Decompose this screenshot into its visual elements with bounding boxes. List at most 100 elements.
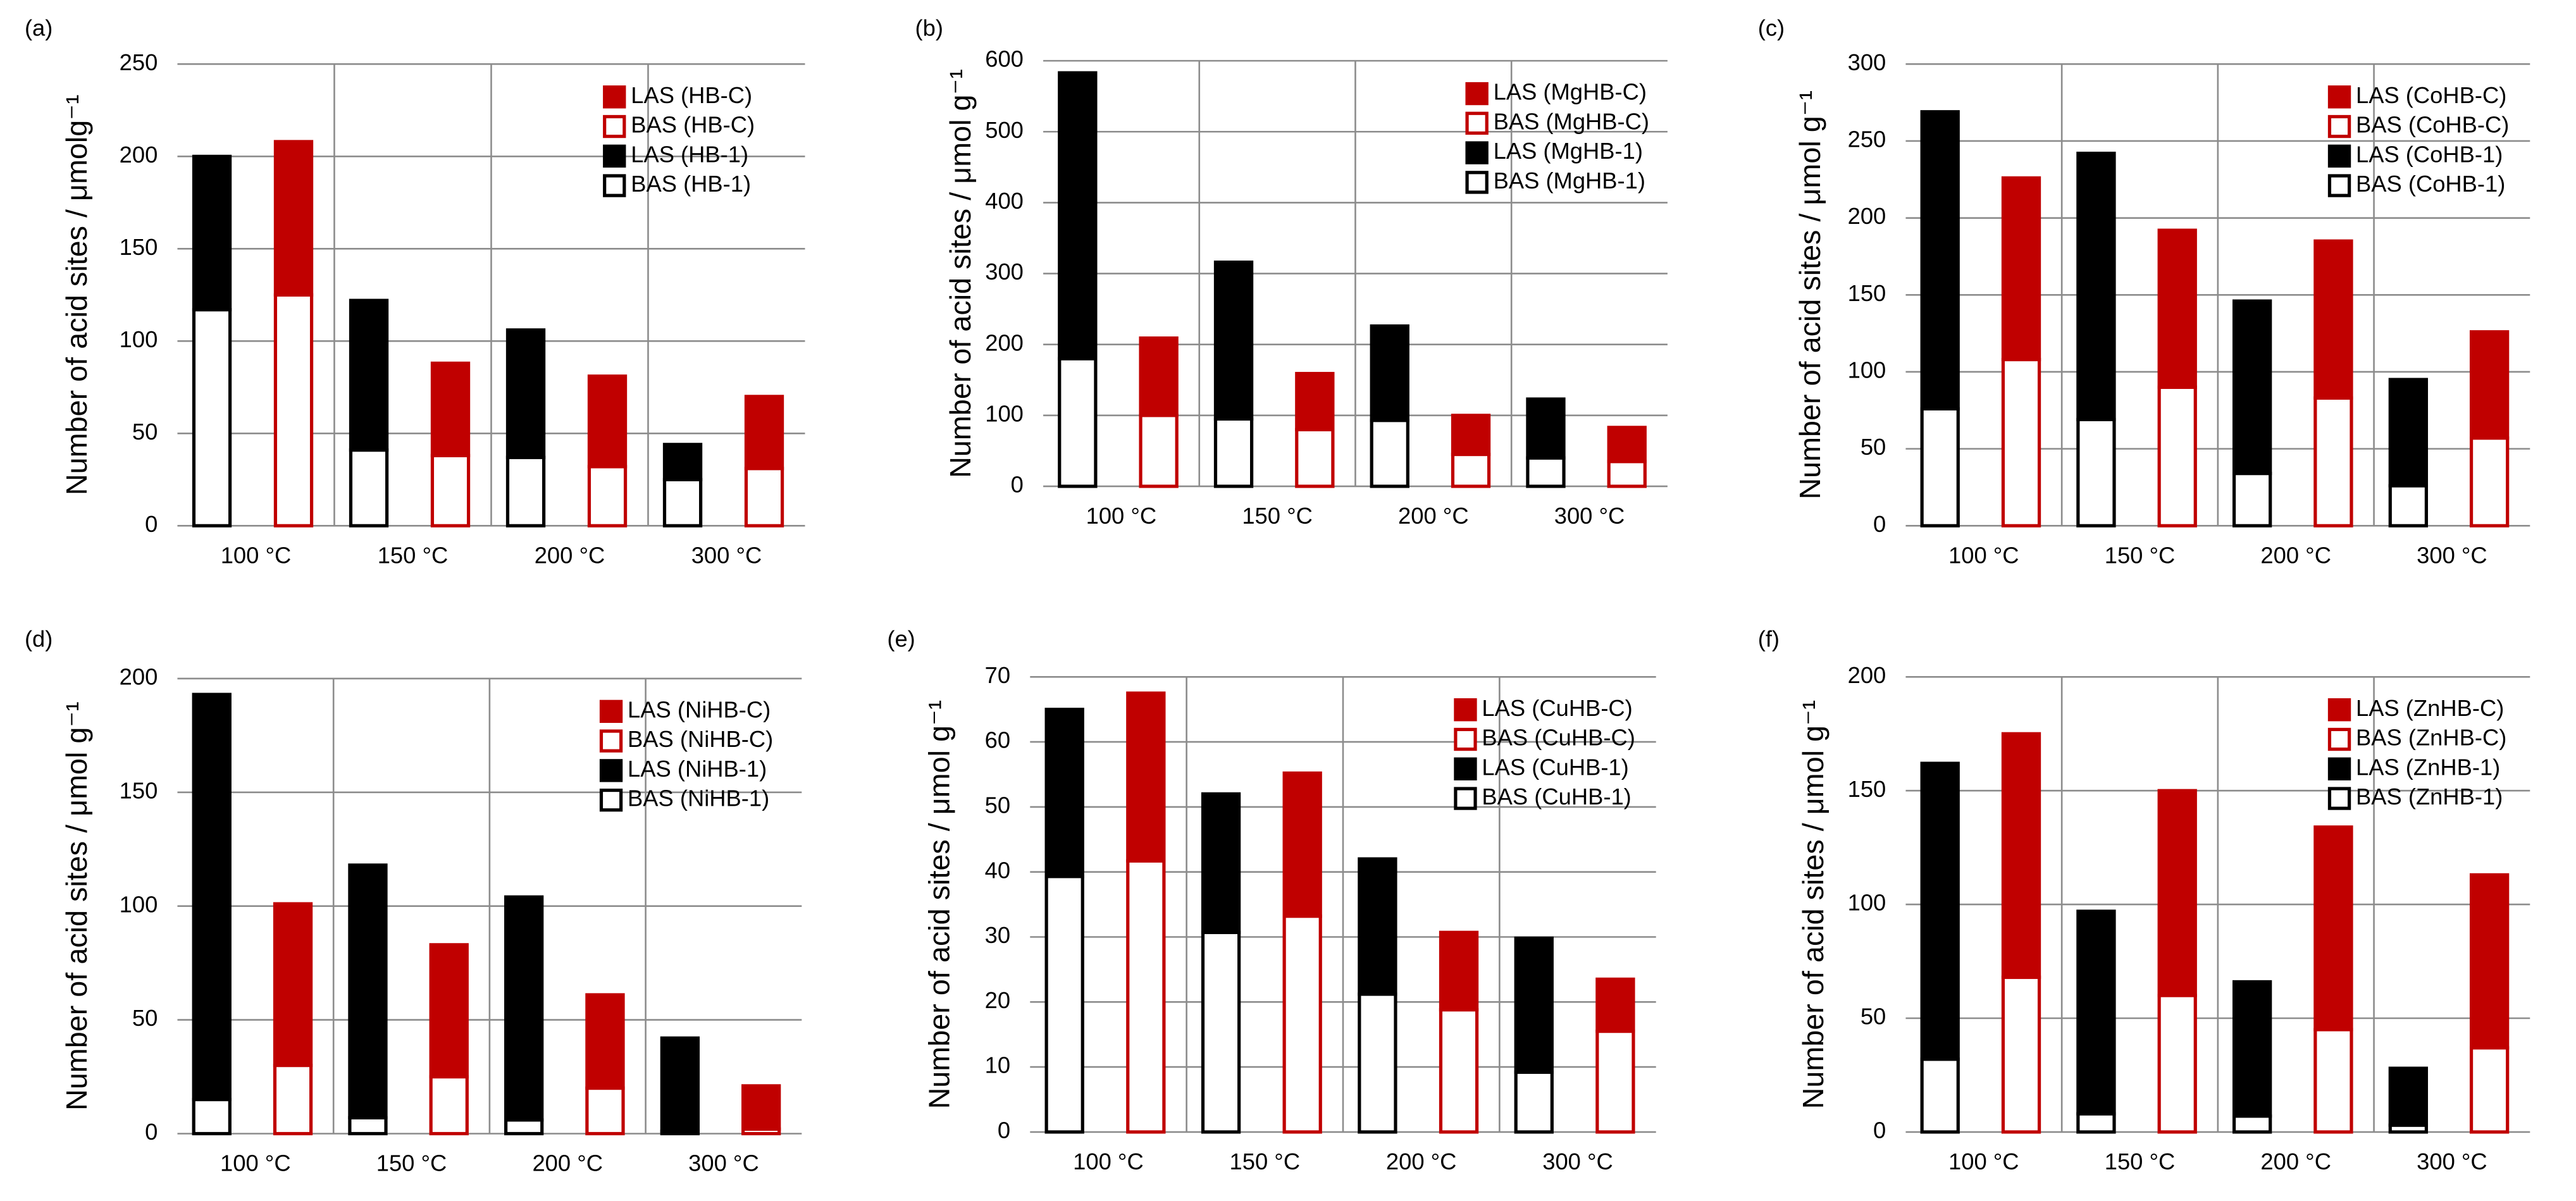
panel-label: (b): [915, 15, 943, 40]
bar-segment: [662, 477, 703, 527]
bar-segment: [587, 374, 628, 469]
x-tick-label: 100 °C: [1948, 1149, 2019, 1174]
bar-segment: [1358, 857, 1397, 996]
legend-label: BAS (CuHB-1): [1482, 784, 1631, 810]
legend-swatch: [1454, 787, 1477, 810]
legend-swatch: [2327, 757, 2351, 780]
bar-segment: [1920, 110, 1960, 410]
x-tick-label: 100 °C: [221, 542, 292, 568]
y-tick-label: 500: [985, 117, 1024, 143]
legend-label: LAS (CuHB-C): [1482, 695, 1632, 721]
bar-segment: [1044, 875, 1084, 1134]
bar-segment: [2001, 975, 2041, 1134]
bar-segment: [1126, 691, 1166, 863]
legend-swatch: [2327, 174, 2351, 197]
y-tick-label: 50: [132, 419, 158, 445]
x-tick-label: 300 °C: [1542, 1149, 1613, 1174]
legend-swatch: [599, 729, 623, 753]
bar-segment: [192, 693, 232, 1102]
bar-segment: [273, 140, 314, 297]
bar-segment: [2469, 873, 2510, 1050]
bar-segment: [2232, 471, 2272, 527]
y-tick-label: 250: [120, 49, 158, 75]
bar-segment: [429, 943, 469, 1079]
legend-label: LAS (NiHB-C): [628, 696, 771, 722]
legend-label: BAS (HB-C): [631, 112, 755, 138]
x-tick-label: 300 °C: [691, 542, 762, 568]
panel: (d) 0 50 100 150 200 Number of acid sites / μm…: [25, 626, 802, 1176]
x-tick-label: 300 °C: [2417, 542, 2487, 568]
y-tick-label: 50: [1861, 1004, 1886, 1030]
bar-segment: [1595, 1029, 1635, 1134]
bar-segment: [1058, 71, 1098, 360]
legend-label: BAS (ZnHB-C): [2356, 725, 2506, 751]
bar-segment: [2157, 994, 2197, 1134]
bar-segment: [1920, 407, 1960, 527]
bar-segment: [1607, 460, 1647, 488]
y-tick-label: 150: [120, 777, 158, 803]
bar-segment: [2076, 417, 2116, 527]
bar-segment: [744, 467, 784, 527]
y-tick-label: 200: [1848, 203, 1886, 229]
legend-label: BAS (ZnHB-1): [2356, 784, 2503, 810]
y-tick-label: 0: [1873, 1117, 1886, 1143]
bar-segment: [505, 328, 546, 459]
legend-swatch: [2327, 114, 2351, 139]
y-tick-label: 50: [1861, 434, 1886, 460]
y-tick-label: 0: [1873, 511, 1886, 537]
x-tick-label: 100 °C: [1086, 503, 1157, 529]
legend-label: BAS (CuHB-C): [1482, 725, 1635, 751]
x-tick-label: 200 °C: [1386, 1149, 1457, 1174]
legend-swatch: [603, 144, 626, 168]
bar-segment: [430, 453, 471, 527]
x-tick-label: 150 °C: [1242, 503, 1313, 529]
legend-label: LAS (HB-C): [631, 82, 752, 108]
bar-segment: [585, 993, 625, 1090]
panel-label: (d): [25, 626, 53, 652]
x-tick-label: 100 °C: [1948, 542, 2019, 568]
bar-segment: [585, 1086, 625, 1136]
x-tick-label: 300 °C: [2417, 1149, 2487, 1174]
bar-segment: [2469, 330, 2510, 440]
bar-segment: [660, 1036, 700, 1133]
y-tick-label: 70: [985, 662, 1010, 688]
bar-segment: [1044, 708, 1084, 878]
bar-segment: [349, 299, 389, 452]
x-tick-label: 150 °C: [1230, 1149, 1301, 1174]
y-tick-label: 100: [985, 400, 1024, 426]
y-tick-label: 20: [985, 987, 1010, 1013]
legend-swatch: [599, 759, 623, 782]
legend-swatch: [599, 699, 623, 724]
y-axis-label: Number of acid sites / μmolg⁻¹: [60, 94, 93, 495]
bar-segment: [1295, 428, 1335, 488]
bar-segment: [505, 455, 546, 527]
y-tick-label: 0: [145, 1119, 158, 1145]
x-tick-label: 100 °C: [220, 1150, 291, 1176]
legend-swatch: [1454, 757, 1477, 780]
y-tick-label: 40: [985, 857, 1010, 883]
bar-segment: [504, 1118, 544, 1136]
panel-label: (f): [1758, 626, 1780, 652]
bar-segment: [1595, 977, 1635, 1033]
bar-segment: [2076, 909, 2116, 1116]
legend-swatch: [2327, 727, 2351, 751]
bar-segment: [2388, 378, 2429, 488]
legend-label: BAS (MgHB-C): [1494, 108, 1649, 134]
legend-swatch: [2327, 144, 2351, 168]
legend-label: LAS (ZnHB-C): [2356, 695, 2504, 721]
y-tick-label: 50: [985, 792, 1010, 818]
legend-label: LAS (NiHB-1): [628, 756, 767, 782]
legend-label: LAS (HB-1): [631, 141, 748, 167]
bar-segment: [192, 308, 232, 527]
legend-label: BAS (MgHB-1): [1494, 168, 1645, 194]
bar-segment: [349, 448, 389, 527]
legend-label: LAS (CoHB-C): [2356, 82, 2506, 108]
legend-label: LAS (ZnHB-1): [2356, 754, 2500, 780]
y-axis-label: Number of acid sites / μmol g⁻¹: [922, 700, 955, 1109]
bar-segment: [1451, 452, 1491, 488]
y-tick-label: 100: [1848, 357, 1886, 383]
y-tick-label: 50: [132, 1005, 158, 1031]
x-tick-label: 300 °C: [688, 1150, 759, 1176]
bar-segment: [1295, 372, 1335, 431]
y-tick-label: 250: [1848, 126, 1886, 152]
